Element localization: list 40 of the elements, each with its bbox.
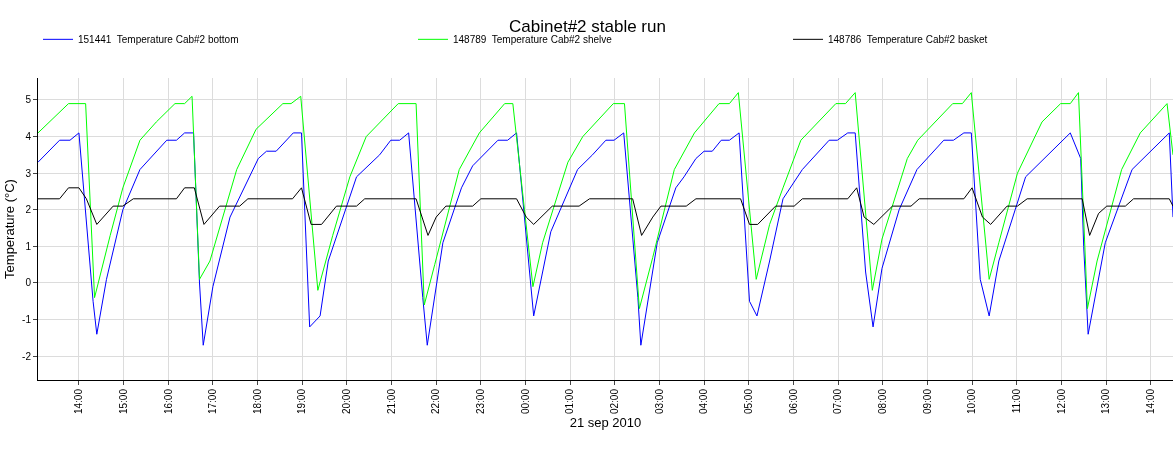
y-tick-label: 1 bbox=[25, 240, 32, 252]
x-tick-label: 05:00 bbox=[743, 388, 755, 415]
x-tick-label: 19:00 bbox=[296, 388, 308, 415]
x-tick-label: 16:00 bbox=[162, 388, 174, 415]
y-tick-label: -2 bbox=[22, 350, 32, 362]
x-tick-label: 02:00 bbox=[609, 388, 621, 415]
y-tick-label: 4 bbox=[25, 131, 32, 143]
x-tick-label: 21:00 bbox=[385, 388, 397, 415]
x-tick-label: 20:00 bbox=[341, 388, 353, 415]
x-tick-label: 13:00 bbox=[1100, 388, 1112, 415]
x-tick-label: 17:00 bbox=[207, 388, 219, 415]
x-tick-label: 18:00 bbox=[251, 388, 263, 415]
x-tick-label: 07:00 bbox=[832, 388, 844, 415]
y-tick-label: 2 bbox=[25, 204, 32, 216]
x-tick-label: 14:00 bbox=[1144, 388, 1156, 415]
x-tick-label: 01:00 bbox=[564, 388, 576, 415]
x-tick-label: 00:00 bbox=[519, 388, 531, 415]
x-tick-label: 14:00 bbox=[73, 388, 85, 415]
x-tick-label: 22:00 bbox=[430, 388, 442, 415]
legend-label: 148789 Temperature Cab#2 shelve bbox=[453, 34, 613, 46]
line-series bbox=[38, 132, 1173, 346]
x-tick-label: 15:00 bbox=[117, 388, 129, 415]
x-tick-label: 03:00 bbox=[653, 388, 665, 415]
legend-label: 148786 Temperature Cab#2 basket bbox=[828, 34, 988, 46]
x-tick-label: 08:00 bbox=[876, 388, 888, 415]
x-tick-label: 04:00 bbox=[698, 388, 710, 415]
line-series bbox=[38, 92, 1173, 310]
x-tick-label: 10:00 bbox=[966, 388, 978, 415]
y-tick-label: -1 bbox=[22, 314, 32, 326]
y-tick-label: 3 bbox=[25, 167, 32, 179]
x-tick-label: 11:00 bbox=[1010, 388, 1022, 414]
x-tick-label: 23:00 bbox=[475, 388, 487, 415]
x-axis-title: 21 sep 2010 bbox=[569, 414, 642, 430]
x-tick-label: 09:00 bbox=[921, 388, 933, 415]
y-axis-title: Temperature (°C) bbox=[2, 179, 18, 279]
x-tick-label: 12:00 bbox=[1055, 388, 1067, 415]
y-tick-label: 0 bbox=[25, 277, 32, 289]
legend-label: 151441 Temperature Cab#2 bottom bbox=[78, 34, 239, 46]
x-tick-label: 06:00 bbox=[787, 388, 799, 415]
y-tick-label: 5 bbox=[25, 94, 32, 106]
